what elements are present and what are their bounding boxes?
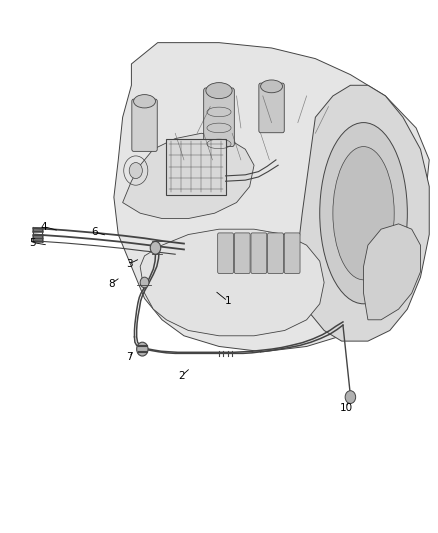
Ellipse shape bbox=[206, 83, 232, 99]
Ellipse shape bbox=[261, 80, 283, 93]
Text: 7: 7 bbox=[126, 352, 133, 362]
Ellipse shape bbox=[320, 123, 407, 304]
FancyBboxPatch shape bbox=[268, 233, 283, 273]
Text: 6: 6 bbox=[91, 227, 98, 237]
FancyBboxPatch shape bbox=[234, 233, 250, 273]
Circle shape bbox=[137, 342, 148, 356]
Ellipse shape bbox=[134, 94, 155, 108]
Circle shape bbox=[140, 277, 149, 288]
FancyBboxPatch shape bbox=[132, 99, 157, 151]
Text: 5: 5 bbox=[29, 238, 36, 247]
FancyBboxPatch shape bbox=[251, 233, 267, 273]
FancyBboxPatch shape bbox=[259, 83, 284, 133]
Text: 3: 3 bbox=[126, 259, 133, 269]
FancyBboxPatch shape bbox=[204, 88, 234, 147]
Polygon shape bbox=[140, 229, 324, 336]
Text: 10: 10 bbox=[339, 403, 353, 413]
Text: 8: 8 bbox=[108, 279, 115, 288]
Ellipse shape bbox=[333, 147, 394, 280]
Text: 2: 2 bbox=[178, 371, 185, 381]
Polygon shape bbox=[114, 43, 429, 352]
FancyBboxPatch shape bbox=[218, 233, 233, 273]
Text: 4: 4 bbox=[40, 222, 47, 231]
Polygon shape bbox=[123, 133, 254, 219]
Circle shape bbox=[150, 241, 161, 254]
Text: 1: 1 bbox=[224, 296, 231, 306]
FancyBboxPatch shape bbox=[284, 233, 300, 273]
Circle shape bbox=[345, 391, 356, 403]
Ellipse shape bbox=[129, 163, 142, 179]
Polygon shape bbox=[298, 85, 429, 341]
Polygon shape bbox=[364, 224, 420, 320]
FancyBboxPatch shape bbox=[166, 139, 226, 195]
